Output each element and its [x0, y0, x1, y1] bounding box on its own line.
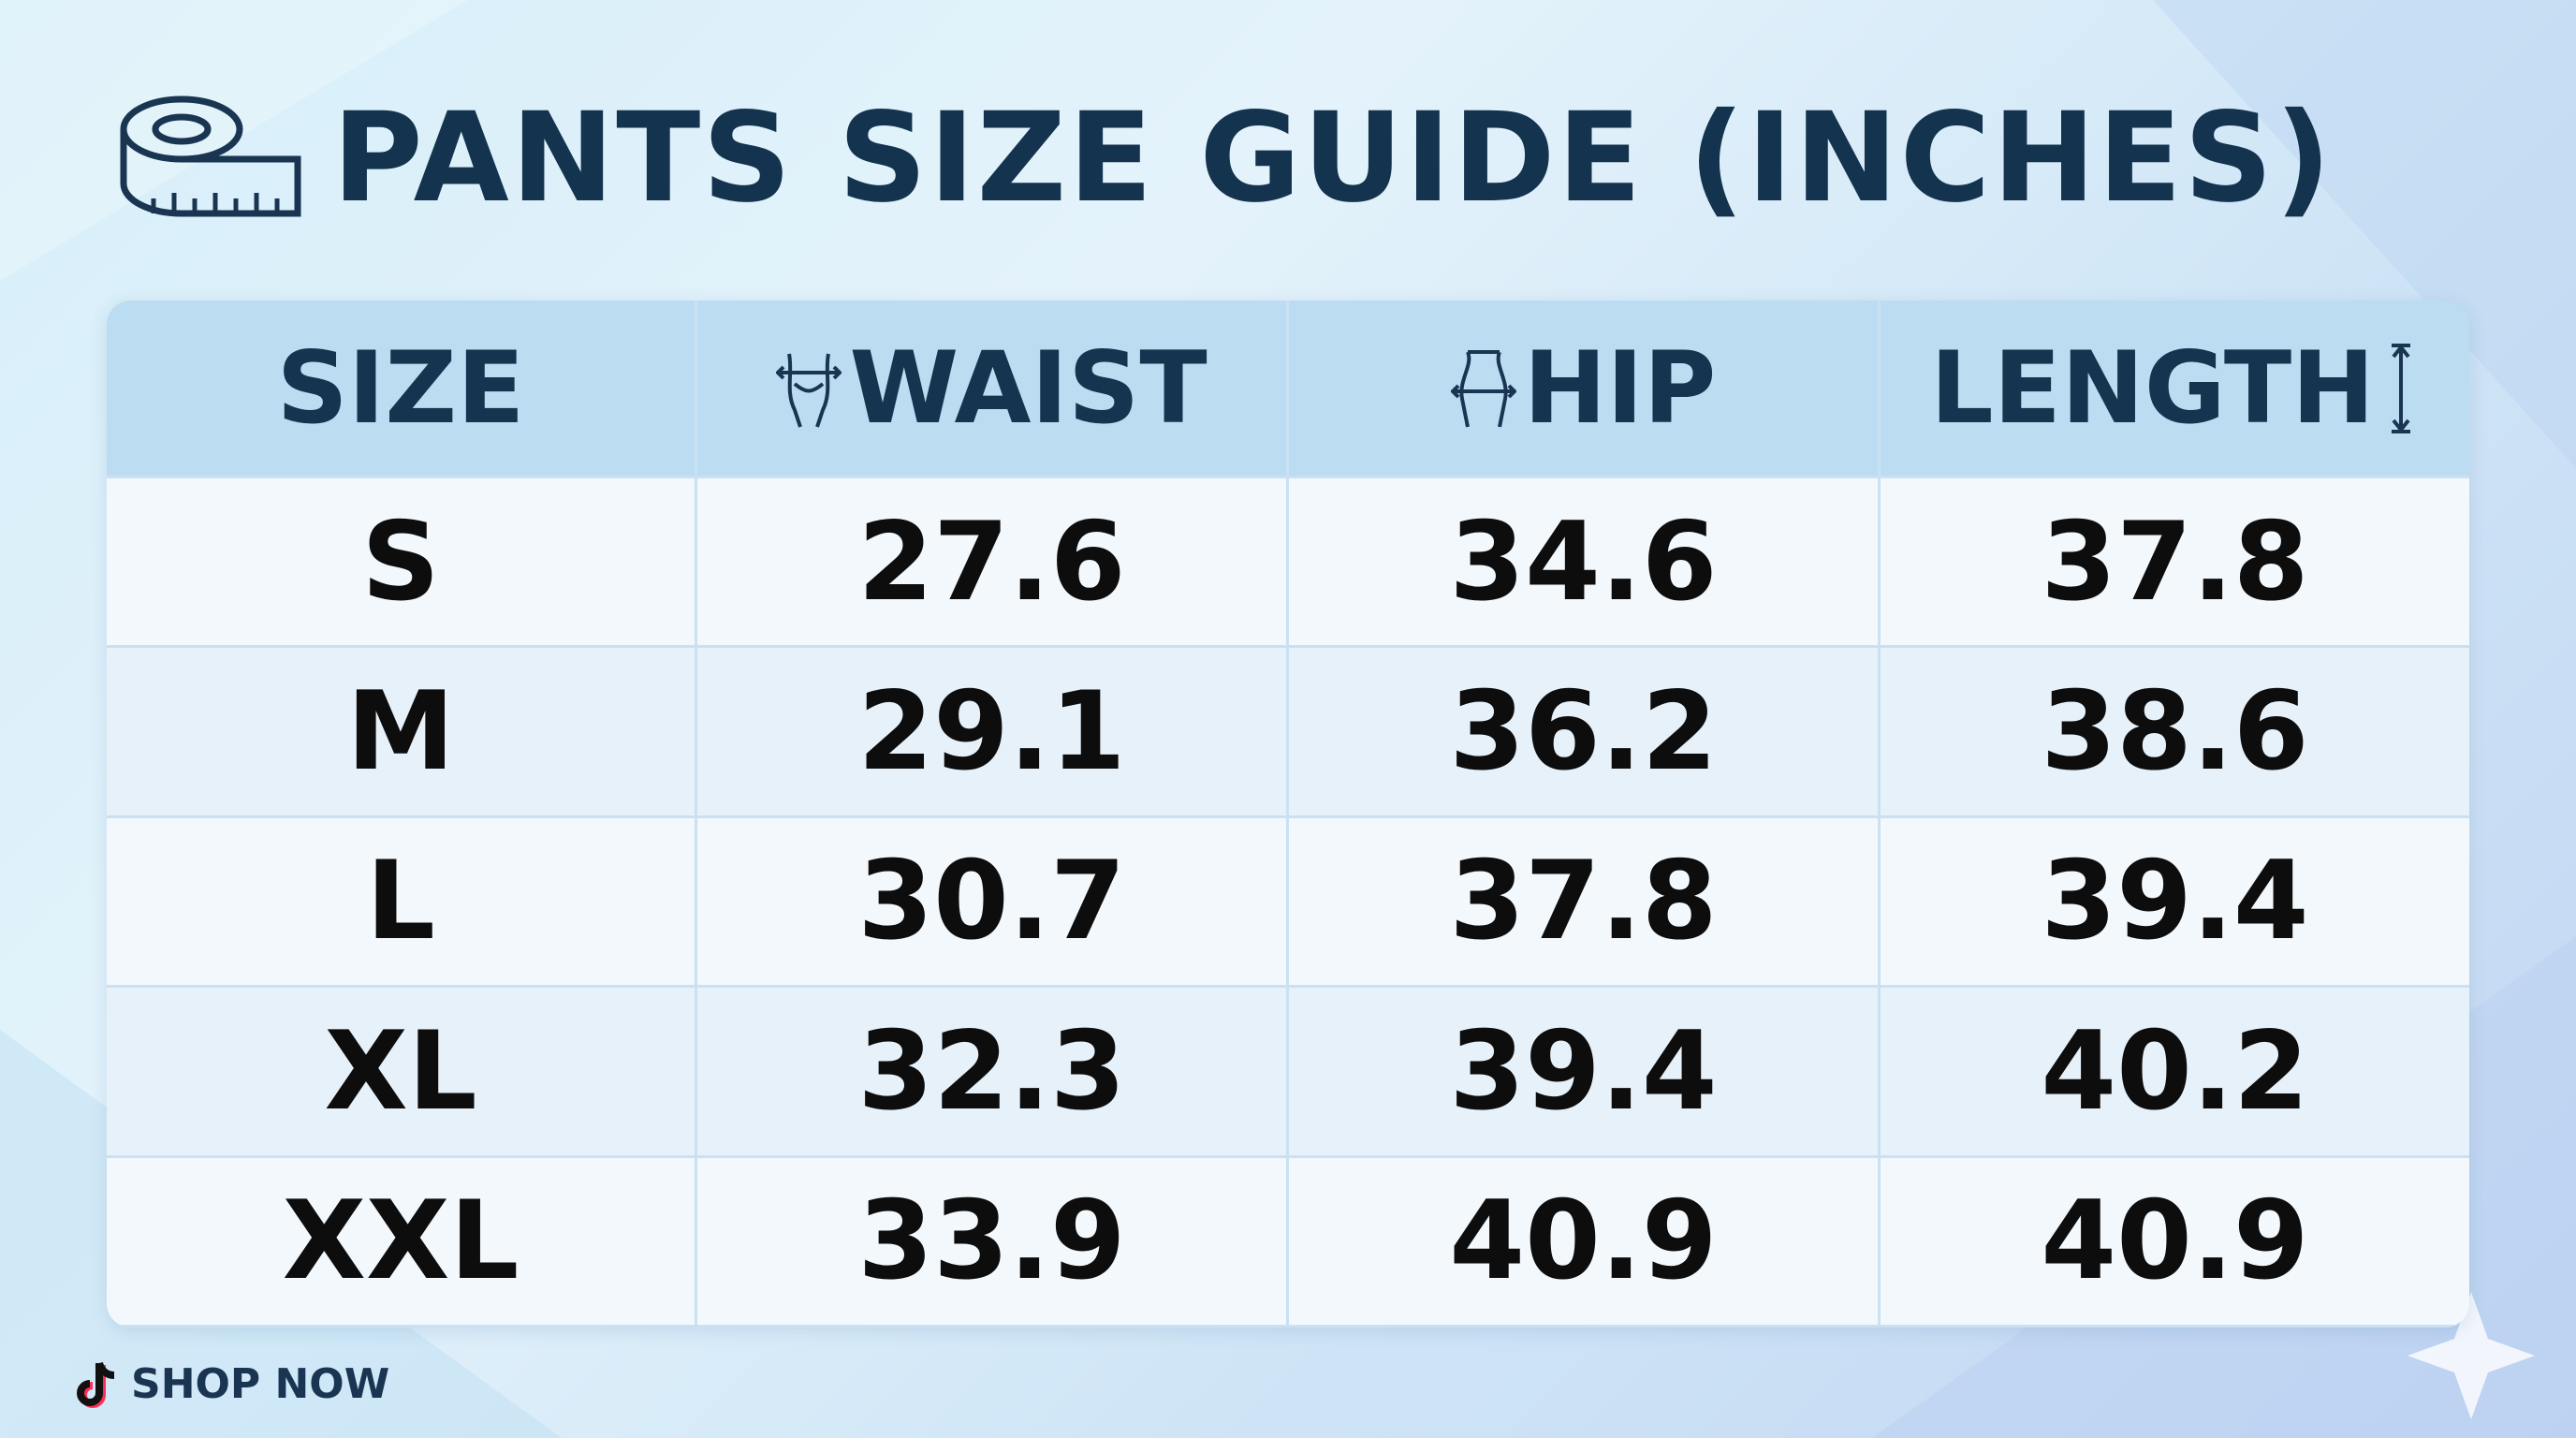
length-icon [2391, 343, 2410, 433]
column-header: SIZE [107, 301, 697, 478]
measurement-cell: 40.9 [1289, 1157, 1881, 1328]
hip-icon [1450, 349, 1516, 427]
size-table: SIZE WAIST HIP LENGTH S 27.6 34.6 37.8 M 29.1 36.2… [107, 301, 2469, 1328]
column-header-label: WAIST [849, 330, 1208, 446]
size-cell: S [107, 478, 697, 649]
size-cell: L [107, 817, 697, 989]
tape-measure-icon [120, 95, 301, 217]
shop-now-label: SHOP NOW [131, 1359, 390, 1408]
size-cell: XL [107, 988, 697, 1158]
measurement-cell: 39.4 [1289, 988, 1881, 1158]
measurement-cell: 40.2 [1881, 988, 2469, 1158]
measurement-cell: 38.6 [1881, 648, 2469, 818]
measurement-cell: 30.7 [697, 817, 1289, 989]
column-header-label: SIZE [276, 330, 525, 446]
measurement-cell: 27.6 [697, 478, 1289, 649]
size-cell: XXL [107, 1157, 697, 1328]
measurement-cell: 37.8 [1289, 817, 1881, 989]
measurement-cell: 39.4 [1881, 817, 2469, 989]
shop-now-button[interactable]: SHOP NOW [75, 1359, 389, 1408]
waist-icon [776, 353, 842, 428]
measurement-cell: 32.3 [697, 988, 1289, 1158]
column-header: WAIST [697, 301, 1289, 478]
measurement-cell: 37.8 [1881, 478, 2469, 649]
page-title: PANTS SIZE GUIDE (INCHES) [332, 86, 2334, 230]
measurement-cell: 40.9 [1881, 1157, 2469, 1328]
column-header: LENGTH [1881, 301, 2469, 478]
measurement-cell: 34.6 [1289, 478, 1881, 649]
column-header: HIP [1289, 301, 1881, 478]
measurement-cell: 29.1 [697, 648, 1289, 818]
column-header-label: HIP [1523, 330, 1717, 446]
measurement-cell: 33.9 [697, 1157, 1289, 1328]
tiktok-icon [77, 1361, 115, 1408]
column-header-label: LENGTH [1930, 330, 2375, 446]
size-cell: M [107, 648, 697, 818]
measurement-cell: 36.2 [1289, 648, 1881, 818]
